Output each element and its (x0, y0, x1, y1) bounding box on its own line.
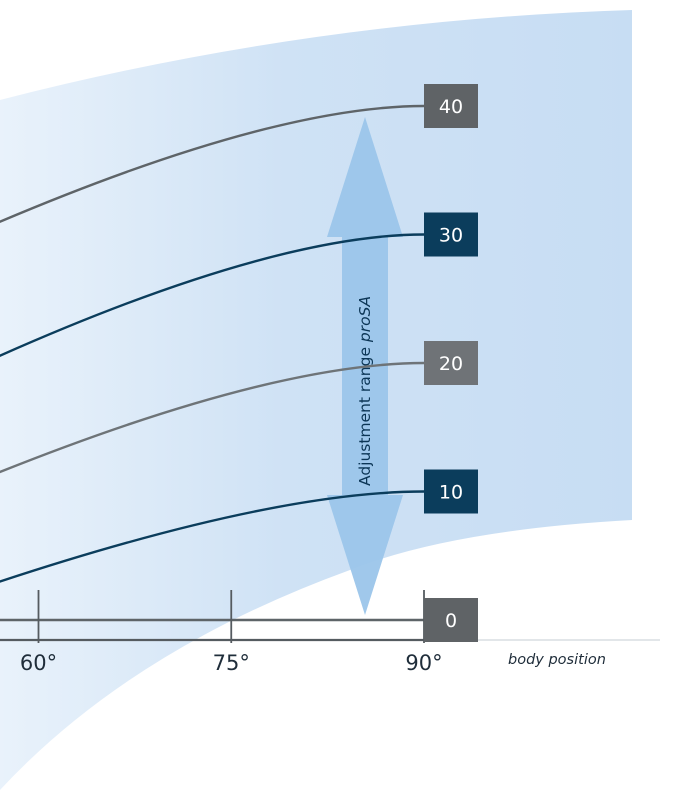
series-line-10 (0, 490, 425, 583)
series-line-30 (0, 233, 425, 358)
adjustment-range-text: Adjustment range (356, 342, 374, 486)
value-box-20: 20 (424, 341, 478, 385)
x-tick-label-60: 60° (20, 651, 57, 675)
value-labels: 40 30 20 10 0 (424, 84, 478, 642)
series-line-40 (0, 104, 425, 224)
value-box-bg-40 (424, 84, 478, 128)
value-box-label-0: 0 (445, 610, 457, 632)
series-layer (0, 104, 425, 622)
value-box-40: 40 (424, 84, 478, 128)
value-box-0: 0 (424, 598, 478, 642)
adjustment-range-label: Adjustment range proSA (356, 296, 374, 486)
value-box-30: 30 (424, 212, 478, 257)
x-axis-title: body position (508, 652, 606, 668)
x-axis: 60° 75° 90° (0, 590, 660, 675)
background-band (0, 10, 632, 790)
value-box-label-20: 20 (439, 353, 463, 375)
series-line-20 (0, 361, 425, 474)
value-box-bg-0 (424, 598, 478, 642)
value-box-label-40: 40 (439, 96, 463, 118)
value-box-bg-10 (424, 469, 478, 514)
adjustment-range-emphasis: proSA (356, 296, 374, 343)
value-box-bg-30 (424, 212, 478, 257)
value-box-label-30: 30 (439, 225, 463, 247)
value-box-10: 10 (424, 469, 478, 514)
x-tick-label-90: 90° (405, 651, 442, 675)
x-tick-label-75: 75° (213, 651, 250, 675)
value-box-label-10: 10 (439, 482, 463, 504)
value-box-bg-20 (424, 341, 478, 385)
